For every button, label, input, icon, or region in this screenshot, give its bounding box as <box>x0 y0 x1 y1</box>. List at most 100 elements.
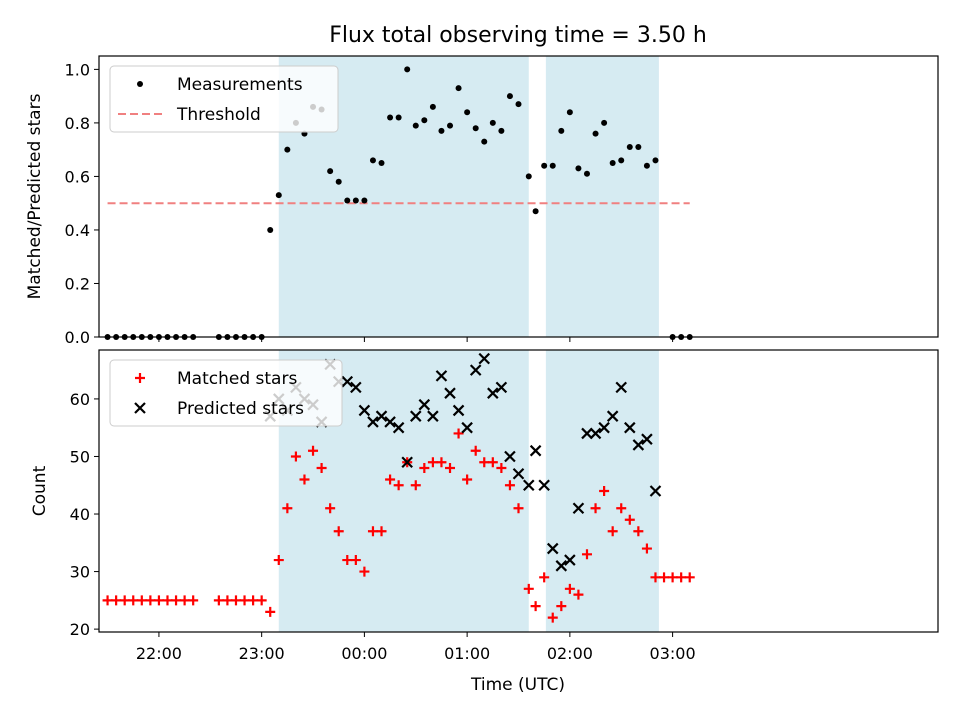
predicted-star-point <box>555 560 568 572</box>
matched-star-point <box>547 612 558 623</box>
measurement-point <box>369 157 376 164</box>
predicted-star-point <box>546 542 559 555</box>
measurement-point <box>601 119 608 126</box>
predicted-star-point <box>392 421 405 434</box>
matched-star-point <box>325 503 336 514</box>
measurement-point <box>583 170 590 177</box>
measurement-point <box>549 162 556 169</box>
matched-star-point <box>367 526 378 537</box>
y-axis-label: Count <box>30 465 50 516</box>
predicted-star-point <box>444 387 456 399</box>
matched-star-point <box>462 474 473 485</box>
matched-star-point <box>419 462 430 473</box>
matched-star-point <box>102 595 113 606</box>
y-tick-label: 30 <box>70 563 90 582</box>
matched-star-point <box>445 462 456 473</box>
predicted-star-point <box>624 421 636 434</box>
legend-label: Matched stars <box>177 369 297 389</box>
predicted-star-point <box>341 375 354 388</box>
x-tick-label: 23:00 <box>239 644 285 663</box>
matched-star-point <box>564 583 575 594</box>
matched-star-point <box>273 555 284 566</box>
measurement-point <box>498 127 505 134</box>
measurement-point <box>566 109 573 116</box>
predicted-star-point <box>504 450 516 463</box>
matched-star-point <box>316 462 327 473</box>
measurement-point <box>421 117 428 124</box>
matched-star-point <box>650 572 661 583</box>
measurement-point <box>472 125 479 132</box>
predicted-star-point <box>641 433 653 445</box>
matched-star-point <box>590 503 601 514</box>
matched-star-point <box>539 572 550 583</box>
predicted-star-point <box>529 444 542 457</box>
predicted-star-point <box>522 479 535 492</box>
matched-star-point <box>573 589 584 600</box>
matched-star-point <box>359 566 370 577</box>
predicted-star-point <box>589 427 602 440</box>
legend-box <box>109 359 343 427</box>
matched-star-point <box>350 555 361 566</box>
measurement-point <box>464 109 471 116</box>
predicted-star-point <box>495 381 508 394</box>
matched-star-point <box>153 595 164 606</box>
measurement-point <box>541 162 548 169</box>
predicted-star-point <box>606 410 619 422</box>
measurement-point <box>378 160 385 167</box>
measurement-point <box>387 114 394 121</box>
measurement-point <box>558 127 565 134</box>
y-tick-label: 60 <box>70 390 90 409</box>
measurement-point <box>643 162 650 169</box>
matched-star-point <box>659 572 670 583</box>
x-axis-label: Time (UTC) <box>470 675 565 695</box>
matched-star-point <box>119 595 130 606</box>
predicted-star-point <box>358 404 371 417</box>
measurement-point <box>618 157 625 164</box>
measurement-point <box>626 143 633 150</box>
matched-star-point <box>393 480 404 491</box>
predicted-star-point <box>581 427 593 440</box>
y-tick-label: 50 <box>70 447 90 466</box>
matched-star-point <box>436 457 447 468</box>
matched-star-point <box>256 595 267 606</box>
matched-star-point <box>496 462 507 473</box>
predicted-star-point <box>469 364 482 376</box>
matched-star-point <box>684 572 695 583</box>
chart-title: Flux total observing time = 3.50 h <box>329 23 707 48</box>
y-tick-label: 0.2 <box>65 274 90 293</box>
measurement-point <box>532 208 539 215</box>
axes-frame <box>98 55 939 338</box>
measurement-point <box>344 197 351 204</box>
bottom-panel: 20 30 40 50 60 22:00 23:00 00:00 01:00 02:00 03:00… <box>30 349 939 663</box>
legend-box <box>109 65 339 133</box>
x-tick-label: 00:00 <box>341 644 387 663</box>
matched-star-point <box>248 595 259 606</box>
predicted-star-point <box>649 485 662 497</box>
predicted-star-point <box>350 381 362 394</box>
matched-star-point <box>641 543 652 554</box>
matched-star-point <box>128 595 139 606</box>
legend-predicted-swatch <box>134 402 146 414</box>
measurement-point <box>361 197 368 204</box>
matched-star-point <box>265 606 276 617</box>
predicted-star-point <box>632 439 645 451</box>
x-tick-label: 03:00 <box>650 644 696 663</box>
matched-star-point <box>599 486 610 496</box>
measurement-point <box>275 192 282 199</box>
matched-star-point <box>523 583 534 594</box>
measurement-point <box>515 101 522 108</box>
matched-star-point <box>145 595 156 606</box>
measurement-point <box>429 103 436 110</box>
x-tick-label: 01:00 <box>444 644 490 663</box>
axes-frame <box>98 349 939 633</box>
legend-measurement-swatch <box>137 81 143 87</box>
legend-label: Threshold <box>176 105 261 125</box>
matched-star-point <box>427 457 438 468</box>
y-axis-label: Matched/Predicted stars <box>25 93 45 299</box>
predicted-star-point <box>435 370 448 382</box>
matched-star-point <box>342 555 353 566</box>
predicted-star-point <box>452 404 465 417</box>
predicted-star-point <box>487 387 499 399</box>
matched-star-point <box>188 595 199 606</box>
y-tick-label: 0.4 <box>65 221 90 240</box>
